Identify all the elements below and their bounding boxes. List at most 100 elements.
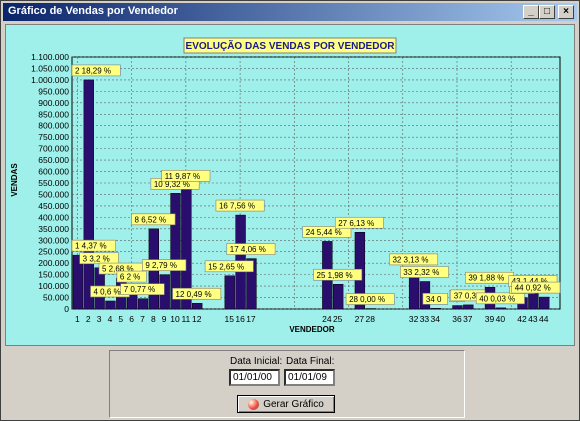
x-tick-label: 25 bbox=[333, 314, 343, 324]
y-tick-label: 250.000 bbox=[38, 247, 69, 257]
data-label: 25 1,98 % bbox=[317, 271, 353, 280]
x-tick-label: 8 bbox=[151, 314, 156, 324]
data-label-box bbox=[345, 293, 395, 305]
chart-title-box bbox=[183, 37, 397, 54]
data-label-box bbox=[142, 259, 187, 271]
data-label: 5 2,68 % bbox=[102, 265, 134, 274]
data-label: 17 4,06 % bbox=[230, 245, 266, 254]
x-tick-label: 39 bbox=[485, 314, 495, 324]
data-label-box bbox=[120, 283, 165, 295]
x-tick-label: 27 bbox=[355, 314, 365, 324]
bar-15 bbox=[224, 275, 235, 310]
data-label: 44 0,92 % bbox=[515, 284, 551, 293]
maximize-button[interactable]: □ bbox=[539, 5, 555, 19]
y-tick-label: 950.000 bbox=[38, 86, 69, 96]
data-label-box bbox=[161, 169, 211, 182]
data-label: 12 0,49 % bbox=[176, 290, 212, 299]
y-tick-label: 450.000 bbox=[38, 201, 69, 211]
data-label-box bbox=[399, 266, 449, 278]
data-label: 39 1,88 % bbox=[468, 274, 504, 283]
data-label: 8 6,52 % bbox=[135, 215, 167, 224]
y-tick-label: 550.000 bbox=[38, 178, 69, 188]
data-label-box bbox=[226, 243, 276, 255]
x-tick-label: 36 bbox=[452, 314, 462, 324]
data-label: 2 18,29 % bbox=[75, 66, 111, 75]
x-tick-label: 9 bbox=[162, 314, 167, 324]
x-tick-label: 44 bbox=[539, 314, 549, 324]
data-label-box bbox=[71, 64, 121, 77]
data-label: 4 0,6 % bbox=[94, 287, 121, 296]
data-label: 1 4,37 % bbox=[75, 242, 107, 251]
x-tick-label: 12 bbox=[192, 314, 202, 324]
y-tick-label: 50.000 bbox=[43, 293, 69, 303]
data-label-box bbox=[334, 216, 384, 229]
bar-36 bbox=[452, 305, 463, 310]
data-label: 11 9,87 % bbox=[165, 172, 200, 181]
data-label: 37 0,3 bbox=[454, 291, 477, 300]
y-tick-label: 900.000 bbox=[38, 98, 69, 108]
y-tick-label: 100.000 bbox=[38, 281, 69, 291]
start-date-field[interactable] bbox=[229, 369, 280, 386]
y-tick-label: 750.000 bbox=[38, 132, 69, 142]
data-label: 34 0 bbox=[426, 295, 442, 304]
x-tick-label: 10 bbox=[170, 314, 180, 324]
data-label: 6 2 % bbox=[120, 273, 140, 282]
title-bar[interactable]: Gráfico de Vendas por Vendedor _ □ × bbox=[3, 3, 577, 21]
y-tick-label: 600.000 bbox=[38, 167, 69, 177]
generate-chart-button[interactable]: Gerar Gráfico bbox=[237, 395, 335, 413]
data-label-box bbox=[172, 287, 222, 300]
window-title: Gráfico de Vendas por Vendedor bbox=[8, 5, 178, 17]
data-label: 9 2,79 % bbox=[145, 261, 177, 270]
x-tick-label: 16 bbox=[235, 314, 245, 324]
end-date-label: Data Final: bbox=[286, 356, 335, 367]
date-range-panel bbox=[109, 350, 465, 418]
end-date-field[interactable] bbox=[284, 369, 335, 386]
close-button[interactable]: × bbox=[558, 5, 574, 19]
bar-17 bbox=[246, 258, 257, 310]
minimize-button[interactable]: _ bbox=[523, 5, 539, 19]
y-axis-label: VENDAS bbox=[10, 163, 19, 197]
data-label-box bbox=[204, 260, 254, 273]
data-labels: 1 4,37 % 2 18,29 % 3 3,2 % 4 0,6 % 5 2,68 %6… bbox=[71, 64, 561, 305]
data-label-box bbox=[422, 293, 448, 305]
x-tick-label: 1 bbox=[75, 314, 80, 324]
data-label-box bbox=[215, 199, 265, 212]
x-tick-label: 40 bbox=[496, 314, 506, 324]
x-tick-label: 15 bbox=[225, 314, 235, 324]
x-tick-label: 43 bbox=[528, 314, 538, 324]
start-date-label: Data Inicial: bbox=[230, 356, 283, 367]
data-label-box bbox=[511, 281, 561, 294]
y-tick-label: 1.000.000 bbox=[31, 75, 69, 85]
x-tick-label: 28 bbox=[365, 314, 375, 324]
x-tick-label: 32 bbox=[409, 314, 419, 324]
y-tick-label: 350.000 bbox=[38, 224, 69, 234]
bar-1 bbox=[72, 254, 84, 310]
bar-25 bbox=[333, 284, 344, 310]
bar-37 bbox=[463, 304, 474, 310]
bar-44 bbox=[539, 296, 550, 310]
x-tick-label: 5 bbox=[118, 314, 123, 324]
data-label: 15 2,65 % bbox=[208, 262, 244, 271]
data-label: 10 9,32 % bbox=[154, 180, 190, 189]
y-tick-label: 700.000 bbox=[38, 144, 69, 154]
y-tick-label: 500.000 bbox=[38, 189, 69, 199]
x-axis-label: VENDEDOR bbox=[289, 325, 335, 334]
bar-28 bbox=[365, 308, 376, 310]
bar-2 bbox=[83, 79, 94, 310]
x-tick-label: 33 bbox=[420, 314, 430, 324]
y-tick-label: 800.000 bbox=[38, 121, 69, 131]
data-label-box bbox=[71, 239, 116, 252]
bar-7 bbox=[137, 298, 149, 310]
bar-12 bbox=[192, 303, 203, 310]
chart-title: EVOLUÇÃO DAS VENDAS POR VENDEDOR bbox=[186, 39, 396, 52]
sales-chart: EVOLUÇÃO DAS VENDAS POR VENDEDOR VENDAS … bbox=[10, 37, 561, 334]
x-tick-label: 17 bbox=[246, 314, 256, 324]
x-tick-label: 42 bbox=[517, 314, 527, 324]
chart-icon bbox=[248, 398, 260, 410]
y-tick-label: 650.000 bbox=[38, 155, 69, 165]
chart-panel: EVOLUÇÃO DAS VENDAS POR VENDEDOR VENDAS … bbox=[5, 24, 575, 346]
y-tick-label: 150.000 bbox=[38, 270, 69, 280]
data-label-box bbox=[313, 268, 363, 281]
